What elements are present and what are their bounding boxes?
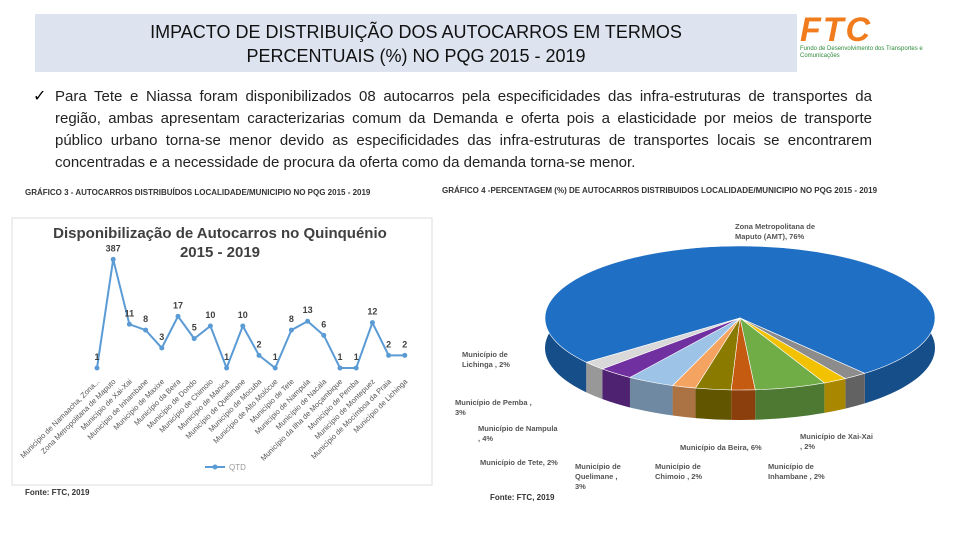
data-point — [272, 365, 278, 371]
data-point — [305, 318, 311, 324]
data-label: 10 — [205, 310, 215, 320]
chart-title: Disponibilização de Autocarros no Quinqu… — [53, 225, 387, 242]
pie-slice — [585, 317, 741, 370]
data-point — [94, 365, 100, 371]
data-point — [224, 365, 230, 371]
pie-label: Município de Chimoio , 2% — [655, 462, 725, 482]
pie-label: Município da Beira, 6% — [680, 443, 770, 453]
pie-label-value: 3% — [455, 408, 466, 417]
data-label: 12 — [367, 307, 377, 317]
title-line: PERCENTUAIS (%) NO PQG 2015 - 2019 — [246, 46, 586, 66]
data-label: 8 — [289, 314, 294, 324]
caption: GRÁFICO 3 - AUTOCARROS DISTRIBUÍDOS LOCA… — [25, 188, 371, 197]
pie-label-value: 2% — [499, 360, 510, 369]
pie-label-name: Município de Lichinga , — [462, 350, 508, 369]
pie-label-name: Município de Inhambane , — [768, 462, 814, 481]
pie-label-value: 4% — [482, 434, 494, 443]
pie-side — [824, 378, 846, 413]
pie-label: Município de Lichinga , 2% — [462, 350, 527, 370]
data-point — [288, 327, 294, 333]
data-line — [96, 259, 405, 371]
pie-label-value: 6% — [750, 443, 762, 452]
data-point — [207, 323, 213, 329]
bullet-text: Para Tete e Niassa foram disponibilizado… — [55, 88, 872, 171]
pie-label-name: Município de Quelimane , — [575, 462, 621, 481]
chart-frame — [11, 217, 433, 486]
data-label: 13 — [303, 305, 313, 315]
logo-subtitle: Fundo de Desenvolvimento dos Transportes… — [800, 46, 923, 59]
logo: FTC Fundo de Desenvolvimento dos Transpo… — [800, 11, 935, 59]
check-icon: ✓ — [33, 88, 47, 105]
pie-label: Município de Inhambane , 2% — [768, 462, 838, 482]
data-label: 1 — [94, 352, 99, 362]
pie-label-value: 2% — [804, 442, 816, 451]
pie-side — [695, 388, 732, 420]
pie-label-value: 76% — [789, 232, 805, 241]
data-label: 387 — [106, 243, 121, 253]
data-label: 1 — [224, 352, 229, 362]
pie-label: Município de Pemba , 3% — [455, 398, 535, 418]
pie-side — [602, 368, 630, 408]
chart-subtitle: 2015 - 2019 — [180, 244, 260, 261]
pie-side — [586, 362, 603, 399]
data-label: 11 — [125, 308, 135, 318]
pie-side — [755, 382, 825, 420]
pie-label-value: 2% — [691, 472, 703, 481]
pie-label-name: Município de Pemba , — [455, 398, 532, 407]
data-point — [402, 352, 408, 358]
title-line: IMPACTO DE DISTRIBUIÇÃO DOS AUTOCARROS E… — [150, 22, 682, 42]
data-label: 1 — [273, 352, 278, 362]
data-label: 2 — [256, 339, 261, 349]
data-point — [175, 313, 181, 319]
data-label: 2 — [402, 339, 407, 349]
source: Fonte: FTC, 2019 — [25, 488, 90, 497]
pie-label-name: Município de Chimoio , — [655, 462, 701, 481]
pie-label-value: 2% — [546, 458, 558, 467]
pie-label: Município de Xai-Xai , 2% — [800, 432, 875, 452]
pie-label-value: 3% — [575, 482, 586, 491]
data-label: 1 — [337, 352, 342, 362]
data-point — [143, 327, 149, 333]
data-point — [110, 256, 116, 262]
data-label: 1 — [354, 352, 359, 362]
pie-label: Município de Nampula , 4% — [478, 424, 558, 444]
data-point — [321, 332, 327, 338]
pie-side — [672, 385, 696, 419]
pie-label-name: Município da Beira, — [680, 443, 749, 452]
pie-label-name: Zona Metropolitana de Maputo (AMT), — [735, 222, 816, 241]
pie-side — [731, 389, 756, 420]
pie-label: Município de Tete, 2% — [480, 458, 570, 468]
pie-slice — [544, 245, 936, 374]
data-label: 5 — [192, 323, 197, 333]
pie-side — [629, 377, 673, 416]
data-label: 17 — [173, 300, 183, 310]
pie-label-value: 2% — [813, 472, 825, 481]
pie-side — [845, 373, 865, 409]
data-label: 6 — [321, 319, 326, 329]
data-label: 3 — [159, 332, 164, 342]
data-point — [240, 323, 246, 329]
data-label: 10 — [238, 310, 248, 320]
data-point — [159, 345, 165, 351]
caption: GRÁFICO 4 -PERCENTAGEM (%) DE AUTOCARROS… — [442, 186, 878, 195]
header: IMPACTO DE DISTRIBUIÇÃO DOS AUTOCARROS E… — [35, 14, 797, 72]
data-point — [256, 352, 262, 358]
data-point — [386, 352, 392, 358]
legend-label: QTD — [229, 463, 246, 472]
pie-label-name: Município de Tete, — [480, 458, 545, 467]
data-point — [353, 365, 359, 371]
data-label: 2 — [386, 339, 391, 349]
source: Fonte: FTC, 2019 — [490, 493, 555, 502]
data-label: 8 — [143, 314, 148, 324]
legend-marker — [212, 464, 218, 470]
data-point — [337, 365, 343, 371]
pie-label: Município de Quelimane , 3% — [575, 462, 630, 492]
pie-label: Zona Metropolitana de Maputo (AMT), 76% — [735, 222, 827, 242]
logo-name: FTC — [800, 11, 873, 49]
data-point — [191, 336, 197, 342]
data-point — [126, 321, 132, 327]
data-point — [369, 320, 375, 326]
